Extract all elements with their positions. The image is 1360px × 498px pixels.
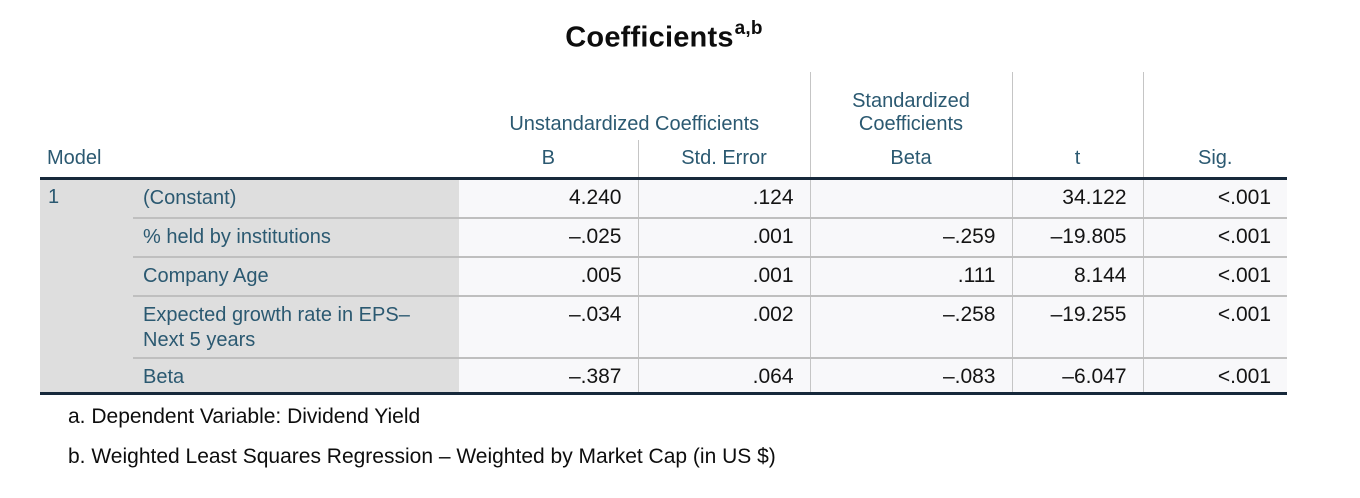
cell-b: –.034 [459, 296, 638, 359]
row-label: Expected growth rate in EPS– Next 5 year… [133, 296, 459, 359]
cell-b: –.025 [459, 218, 638, 258]
table-title: Coefficientsa,b [40, 18, 1287, 55]
cell-t: –19.805 [1011, 218, 1143, 258]
row-label: Company Age [133, 257, 459, 297]
cell-b: –.387 [459, 358, 638, 395]
footnote-b: b. Weighted Least Squares Regression – W… [68, 445, 776, 468]
cell-beta: –.259 [809, 218, 1012, 258]
cell-b: 4.240 [459, 178, 638, 219]
row-label: (Constant) [133, 178, 459, 219]
table-title-superscript: a,b [734, 18, 763, 39]
cell-beta: –.083 [809, 358, 1012, 395]
cell-beta: –.258 [809, 296, 1012, 359]
cell-sig: <.001 [1142, 257, 1287, 297]
header-col-sig: Sig. [1142, 140, 1287, 180]
coefficients-table: Unstandardized Coefficients Standardized… [40, 72, 1287, 395]
table-row: Beta –.387 .064 –.083 –6.047 <.001 [40, 358, 1287, 395]
footnote-a: a. Dependent Variable: Dividend Yield [68, 405, 421, 428]
header-model: Model [40, 140, 459, 180]
header-group-unstandardized: Unstandardized Coefficients [509, 113, 760, 136]
cell-sig: <.001 [1142, 296, 1287, 359]
header-t-spacer [1011, 72, 1143, 140]
cell-t: –19.255 [1011, 296, 1143, 359]
cell-t: 8.144 [1011, 257, 1143, 297]
cell-b: .005 [459, 257, 638, 297]
model-number-cell: 1 [40, 178, 133, 395]
cell-std-error: .124 [637, 178, 810, 219]
cell-std-error: .064 [637, 358, 810, 395]
header-col-std-error: Std. Error [637, 140, 810, 180]
coefficients-table-wrap: Unstandardized Coefficients Standardized… [40, 72, 1287, 395]
row-label: Beta [133, 358, 459, 395]
cell-std-error: .002 [637, 296, 810, 359]
header-sig-spacer [1142, 72, 1287, 140]
cell-t: –6.047 [1011, 358, 1143, 395]
table-row: % held by institutions –.025 .001 –.259 … [40, 218, 1287, 258]
header-col-t: t [1011, 140, 1143, 180]
cell-std-error: .001 [637, 257, 810, 297]
cell-t: 34.122 [1011, 178, 1143, 219]
cell-sig: <.001 [1142, 358, 1287, 395]
cell-sig: <.001 [1142, 178, 1287, 219]
header-group-standardized: Standardized Coefficients [809, 72, 1012, 140]
row-label: % held by institutions [133, 218, 459, 258]
table-row: Company Age .005 .001 .111 8.144 <.001 [40, 257, 1287, 297]
header-corner-empty [40, 72, 459, 140]
cell-beta [809, 178, 1012, 219]
header-col-b: B [459, 140, 638, 180]
table-title-text: Coefficients [565, 21, 734, 54]
table-row: Expected growth rate in EPS– Next 5 year… [40, 296, 1287, 359]
cell-beta: .111 [809, 257, 1012, 297]
cell-std-error: .001 [637, 218, 810, 258]
cell-sig: <.001 [1142, 218, 1287, 258]
header-col-beta: Beta [809, 140, 1012, 180]
table-row: 1 (Constant) 4.240 .124 34.122 <.001 [40, 178, 1287, 395]
